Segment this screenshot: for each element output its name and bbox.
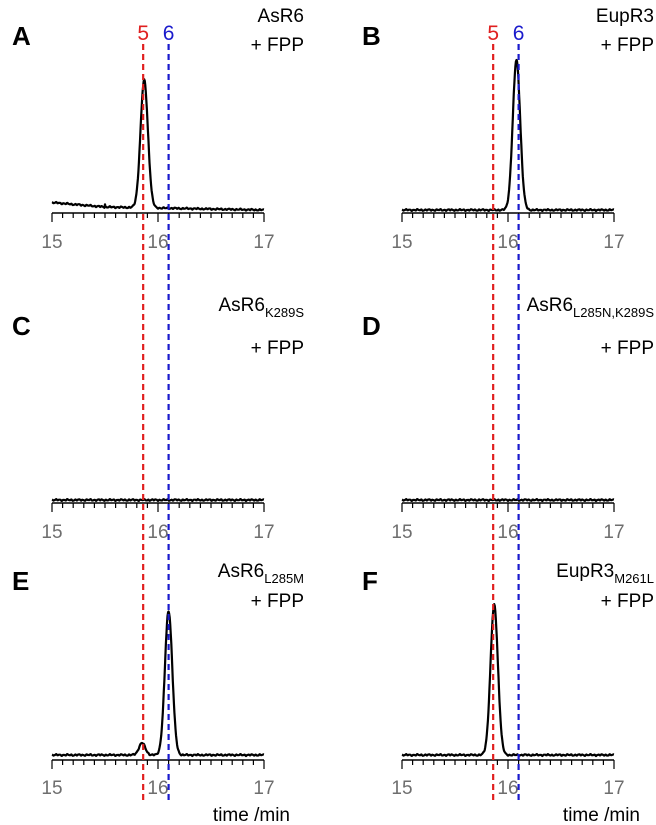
tick-label: 16 xyxy=(147,778,168,799)
tick-label: 16 xyxy=(497,522,518,543)
panel-title: EupR3 xyxy=(596,6,654,27)
tick-label: 17 xyxy=(253,778,274,799)
tick-label: 17 xyxy=(603,778,624,799)
title-main: AsR6 xyxy=(527,295,573,316)
panel-title-line2: + FPP xyxy=(251,35,304,56)
panel-label: F xyxy=(362,566,378,596)
trace xyxy=(401,498,615,503)
trace xyxy=(401,603,615,758)
trace xyxy=(51,498,265,503)
trace xyxy=(401,58,615,213)
panel-label: D xyxy=(362,311,381,341)
tick-label: 16 xyxy=(147,232,168,253)
tick-label: 17 xyxy=(603,522,624,543)
title-subscript: K289S xyxy=(265,305,304,320)
panel-b: B EupR3 + FPP 15 16 17 xyxy=(362,6,654,253)
marker-label-5: 5 xyxy=(137,22,149,45)
panel-title-line2: + FPP xyxy=(601,35,654,56)
panel-label: B xyxy=(362,21,381,51)
tick-label: 15 xyxy=(41,778,62,799)
tick-label: 16 xyxy=(497,232,518,253)
title-subscript: L285N,K289S xyxy=(573,305,654,320)
panel-title: AsR6 xyxy=(258,6,304,27)
panel-title: AsR6L285M xyxy=(218,561,304,586)
panel-e: E AsR6L285M + FPP 15 16 17 time /min xyxy=(12,561,304,825)
x-axis-label: time /min xyxy=(563,805,640,825)
title-main: EupR3 xyxy=(556,561,614,582)
marker-label-5: 5 xyxy=(487,22,499,45)
tick-label: 15 xyxy=(41,522,62,543)
tick-label: 15 xyxy=(391,232,412,253)
tick-label: 15 xyxy=(391,522,412,543)
panel-title-line2: + FPP xyxy=(601,338,654,359)
panel-label: A xyxy=(12,21,31,51)
title-main: EupR3 xyxy=(596,6,654,27)
panel-d: D AsR6L285N,K289S + FPP 15 16 17 xyxy=(362,295,654,543)
panel-c: C AsR6K289S + FPP 15 16 17 xyxy=(12,295,304,543)
title-main: AsR6 xyxy=(258,6,304,27)
title-subscript: M261L xyxy=(614,571,654,586)
panel-f: F EupR3M261L + FPP 15 16 17 time /min xyxy=(362,561,654,825)
title-main: AsR6 xyxy=(218,295,264,316)
panel-title-line2: + FPP xyxy=(251,591,304,612)
panel-title: AsR6L285N,K289S xyxy=(527,295,655,320)
panel-title: AsR6K289S xyxy=(218,295,304,320)
trace xyxy=(51,78,265,212)
panel-title-line2: + FPP xyxy=(251,338,304,359)
trace xyxy=(51,610,265,758)
tick-label: 17 xyxy=(253,522,274,543)
tick-label: 15 xyxy=(391,778,412,799)
marker-label-6: 6 xyxy=(163,22,175,45)
tick-label: 15 xyxy=(41,232,62,253)
x-axis-label: time /min xyxy=(213,805,290,825)
tick-label: 16 xyxy=(147,522,168,543)
panel-label: C xyxy=(12,311,31,341)
panel-a: A AsR6 + FPP 15 16 17 xyxy=(12,6,304,253)
title-main: AsR6 xyxy=(218,561,264,582)
panel-title-line2: + FPP xyxy=(601,591,654,612)
marker-label-6: 6 xyxy=(513,22,525,45)
panel-label: E xyxy=(12,566,29,596)
tick-label: 16 xyxy=(497,778,518,799)
panel-title: EupR3M261L xyxy=(556,561,654,586)
tick-label: 17 xyxy=(603,232,624,253)
tick-label: 17 xyxy=(253,232,274,253)
title-subscript: L285M xyxy=(264,571,304,586)
